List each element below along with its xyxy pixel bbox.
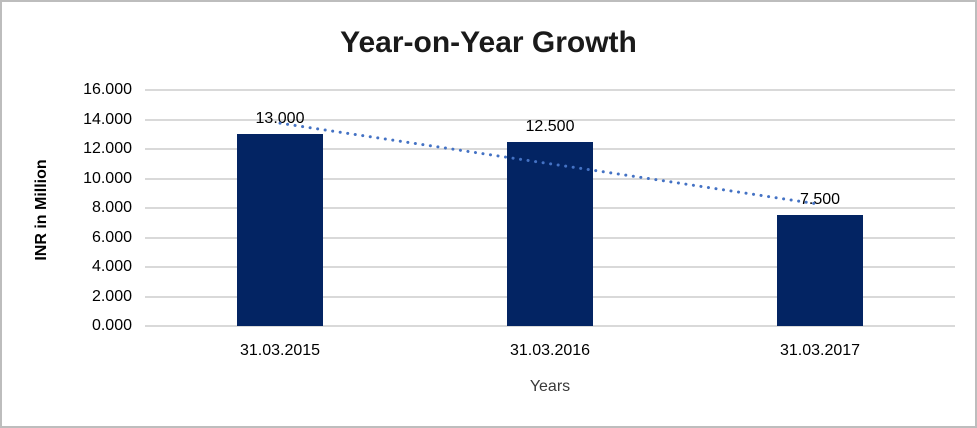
bar <box>777 215 863 326</box>
y-tick-label: 10.000 <box>83 169 132 187</box>
x-tick-label: 31.03.2017 <box>779 342 861 359</box>
bar <box>507 141 593 326</box>
x-axis-title: Years <box>529 378 571 395</box>
y-tick-label: 6.000 <box>91 228 132 246</box>
plot-area: 13.000 12.500 7.500 <box>145 89 955 327</box>
y-tick-label: 0.000 <box>91 317 132 334</box>
x-tick-label: 31.03.2015 <box>239 342 321 359</box>
y-tick-label: 12.000 <box>83 140 132 157</box>
bar <box>237 134 323 326</box>
y-tick-label: 16.000 <box>83 81 132 98</box>
x-tick-label: 31.03.2016 <box>509 342 591 359</box>
bar-value-label: 7.500 <box>799 191 841 209</box>
x-axis-tick-labels: 31.03.2015 31.03.2016 31.03.2017 <box>145 342 955 364</box>
bar-value-label: 12.500 <box>525 117 575 135</box>
y-tick-label: 2.000 <box>91 287 132 305</box>
y-axis-tick-labels: 16.000 14.000 12.000 10.000 8.000 6.000 4.000 2… <box>2 81 132 334</box>
trendline <box>278 121 822 206</box>
y-tick-label: 4.000 <box>91 258 132 275</box>
y-tick-label: 8.000 <box>91 199 132 216</box>
chart-title: Year-on-Year Growth <box>340 26 637 59</box>
y-tick-label: 14.000 <box>83 110 132 128</box>
bar-value-label: 13.000 <box>255 110 305 128</box>
gridline <box>145 118 955 121</box>
gridline <box>145 325 955 327</box>
gridline <box>145 89 955 91</box>
